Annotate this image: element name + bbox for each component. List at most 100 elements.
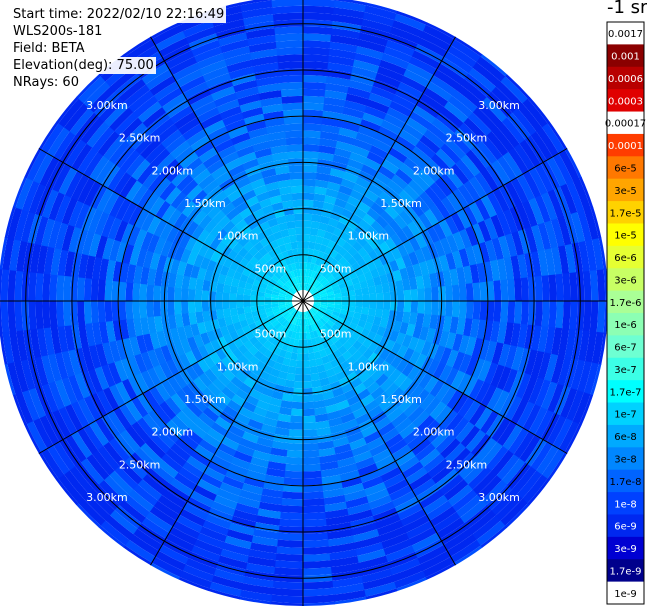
- range-gate-cell: [206, 259, 217, 272]
- range-gate-cell: [293, 338, 299, 347]
- colorbar-label: 3e-8: [614, 455, 637, 466]
- range-gate-cell: [517, 254, 528, 279]
- range-gate-cell: [58, 474, 84, 504]
- range-gate-cell: [409, 200, 425, 218]
- range-ring-label: 2.50km: [119, 458, 161, 471]
- range-gate-cell: [174, 111, 198, 130]
- range-gate-cell: [376, 325, 387, 337]
- range-gate-cell: [309, 359, 317, 368]
- range-gate-cell: [322, 103, 345, 114]
- range-gate-cell: [334, 147, 352, 159]
- range-gate-cell: [191, 396, 208, 413]
- range-gate-cell: [303, 130, 322, 139]
- range-gate-cell: [353, 450, 373, 464]
- range-gate-cell: [313, 297, 321, 300]
- range-gate-cell: [176, 260, 188, 276]
- range-gate-cell: [578, 241, 590, 273]
- range-gate-cell: [128, 489, 154, 512]
- range-gate-cell: [247, 171, 264, 184]
- range-gate-cell: [74, 372, 91, 399]
- range-gate-cell: [314, 186, 328, 196]
- range-gate-cell: [415, 483, 440, 503]
- range-gate-cell: [278, 349, 287, 358]
- range-gate-cell: [323, 96, 347, 108]
- range-gate-cell: [52, 441, 76, 471]
- range-gate-cell: [221, 344, 233, 357]
- range-gate-cell: [161, 489, 187, 509]
- range-gate-cell: [444, 215, 459, 235]
- range-gate-cell: [92, 256, 103, 280]
- range-gate-cell: [165, 419, 185, 439]
- range-gate-cell: [68, 374, 84, 402]
- range-gate-cell: [307, 248, 315, 257]
- range-gate-cell: [197, 243, 210, 258]
- range-gate-cell: [153, 405, 172, 425]
- range-gate-cell: [225, 381, 240, 395]
- range-gate-cell: [302, 353, 310, 361]
- range-gate-cell: [367, 183, 384, 197]
- range-gate-cell: [376, 292, 384, 302]
- range-gate-cell: [202, 179, 220, 195]
- range-gate-cell: [147, 349, 160, 368]
- range-gate-cell: [377, 460, 399, 476]
- range-gate-cell: [248, 246, 259, 257]
- range-gate-cell: [217, 317, 227, 328]
- range-gate-cell: [496, 454, 520, 481]
- range-gate-cell: [303, 137, 321, 146]
- range-gate-cell: [352, 350, 363, 361]
- range-gate-cell: [295, 227, 304, 235]
- range-gate-cell: [22, 180, 40, 212]
- range-gate-cell: [309, 309, 316, 316]
- range-gate-cell: [366, 207, 381, 221]
- range-gate-cell: [386, 478, 410, 495]
- range-gate-cell: [478, 241, 491, 264]
- colorbar-label: 0.0006: [608, 74, 643, 85]
- range-gate-cell: [564, 243, 577, 274]
- range-gate-cell: [412, 105, 437, 125]
- range-gate-cell: [544, 353, 558, 383]
- range-gate-cell: [418, 212, 433, 230]
- range-gate-cell: [363, 321, 373, 332]
- range-gate-cell: [447, 484, 473, 507]
- range-gate-cell: [115, 198, 132, 221]
- range-gate-cell: [158, 544, 189, 565]
- range-gate-cell: [336, 456, 356, 468]
- range-gate-cell: [269, 195, 283, 205]
- range-gate-cell: [342, 331, 352, 341]
- range-gate-cell: [226, 268, 236, 279]
- range-gate-cell: [176, 388, 192, 406]
- range-gate-cell: [496, 211, 512, 236]
- range-gate-cell: [427, 123, 450, 144]
- range-gate-cell: [548, 274, 557, 302]
- range-gate-cell: [154, 236, 167, 255]
- range-gate-cell: [131, 158, 151, 181]
- range-gate-cell: [208, 588, 241, 600]
- range-gate-cell: [522, 200, 538, 228]
- range-gate-cell: [368, 494, 393, 510]
- range-gate-cell: [284, 336, 292, 345]
- range-gate-cell: [292, 387, 303, 396]
- range-gate-cell: [229, 300, 237, 309]
- range-ring-label: 1.50km: [380, 393, 422, 406]
- range-gate-cell: [286, 280, 293, 288]
- range-gate-cell: [267, 281, 276, 289]
- range-gate-cell: [402, 401, 420, 418]
- range-gate-cell: [376, 520, 404, 536]
- range-gate-cell: [264, 292, 272, 298]
- range-gate-cell: [551, 246, 563, 275]
- range-gate-cell: [524, 349, 538, 376]
- range-gate-cell: [178, 353, 192, 369]
- range-gate-cell: [140, 137, 162, 160]
- range-gate-cell: [288, 315, 294, 323]
- range-gate-cell: [319, 244, 328, 253]
- range-gate-cell: [154, 315, 164, 333]
- range-gate-cell: [490, 259, 501, 282]
- range-gate-cell: [224, 275, 234, 286]
- range-gate-cell: [522, 170, 542, 199]
- range-gate-cell: [278, 298, 286, 301]
- range-gate-cell: [261, 316, 270, 324]
- range-gate-cell: [83, 493, 111, 521]
- range-gate-cell: [102, 386, 120, 411]
- range-gate-cell: [61, 350, 75, 378]
- range-gate-cell: [277, 269, 285, 278]
